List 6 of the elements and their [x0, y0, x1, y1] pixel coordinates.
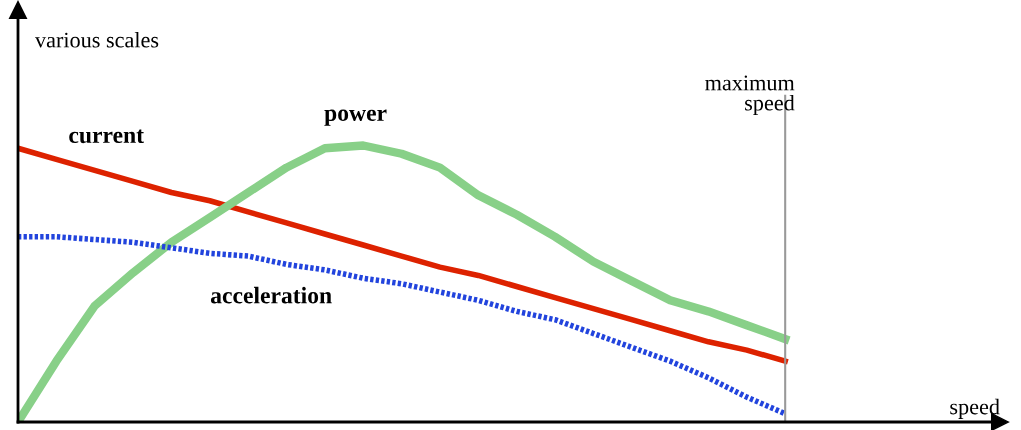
series-label: current [69, 129, 144, 144]
text: maximum speed [705, 75, 795, 116]
series-label: acceleration [210, 286, 332, 304]
y-axis-title: various scales [35, 31, 159, 48]
text: speed [950, 398, 1000, 419]
series-label: power [324, 109, 387, 126]
